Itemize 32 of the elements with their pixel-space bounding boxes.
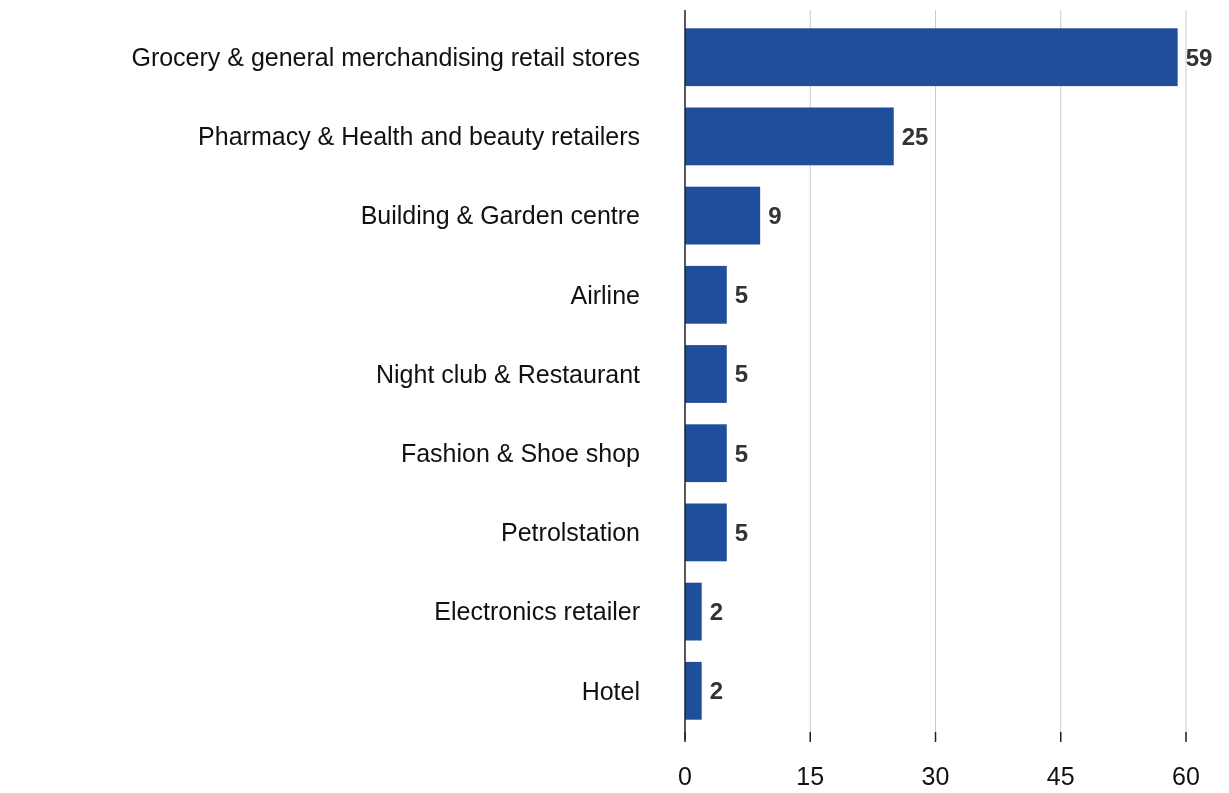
data-label: 5 [734,281,749,309]
bar [685,107,894,166]
y-tick-label: Hotel [581,676,640,705]
data-label: 5 [734,518,749,546]
y-tick-label: Fashion & Shoe shop [400,438,640,467]
y-tick-label: Petrolstation [501,518,640,547]
y-tick-label: Night club & Restaurant [375,359,641,388]
data-label: 2 [709,598,724,625]
data-label: 2 [709,677,724,705]
x-tick-label: 45 [1046,762,1075,790]
y-tick-label: Building & Garden centre [360,201,640,230]
y-tick-label: Electronics retailer [434,597,640,626]
bar [685,503,727,562]
y-tick-label: Grocery & general merchandising retail stores [131,42,640,71]
bar [685,582,702,641]
data-label: 59 [1185,43,1213,71]
data-label: 5 [734,439,749,467]
bar [685,661,702,720]
y-tick-label: Airline [570,280,640,309]
bar [685,28,1178,87]
data-label: 25 [901,122,929,150]
bar [685,265,727,324]
y-tick-label: Pharmacy & Health and beauty retailers [198,122,640,151]
x-tick-label: 60 [1172,762,1200,790]
bar [685,424,727,483]
x-tick-label: 30 [921,762,950,790]
x-tick-label: 15 [796,762,825,790]
data-label: 9 [768,202,782,229]
bar [685,345,727,403]
x-tick-label: 0 [678,762,692,790]
data-label: 5 [734,360,749,388]
bar [685,186,761,245]
